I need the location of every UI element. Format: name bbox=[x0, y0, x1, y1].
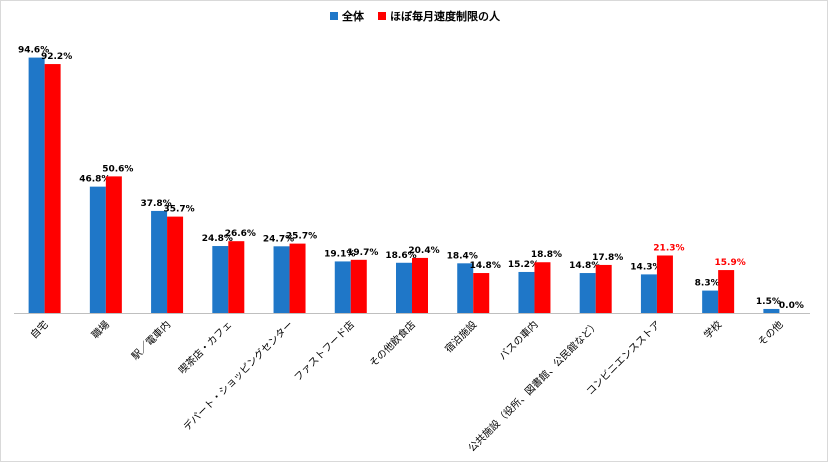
category-label-2: 駅／電車内 bbox=[129, 318, 174, 363]
legend-item-overall: 全体 bbox=[330, 8, 364, 24]
data-label-limited-7: 14.8% bbox=[470, 261, 501, 271]
data-label-limited-1: 50.6% bbox=[102, 164, 133, 174]
bar-overall-12 bbox=[763, 308, 780, 313]
bar-overall-8 bbox=[518, 271, 535, 313]
data-label-overall-11: 8.3% bbox=[695, 279, 720, 289]
bar-limited-9 bbox=[595, 264, 612, 313]
data-label-limited-8: 18.8% bbox=[531, 250, 562, 260]
data-label-overall-2: 37.8% bbox=[140, 199, 171, 209]
data-label-limited-3: 26.6% bbox=[225, 229, 256, 239]
data-label-limited-12: 0.0% bbox=[779, 301, 804, 311]
bar-limited-7 bbox=[473, 273, 490, 313]
bar-overall-1 bbox=[89, 186, 106, 313]
bar-limited-5 bbox=[350, 259, 367, 313]
bar-limited-3 bbox=[228, 241, 245, 313]
bar-limited-4 bbox=[289, 243, 306, 313]
bar-overall-9 bbox=[579, 273, 596, 313]
bar-overall-4 bbox=[273, 246, 290, 313]
category-label-0: 自宅 bbox=[27, 318, 50, 341]
data-label-overall-0: 94.6% bbox=[18, 46, 49, 56]
category-label-12: その他 bbox=[755, 318, 785, 348]
data-label-overall-10: 14.3% bbox=[630, 262, 661, 272]
category-label-5: ファストフード店 bbox=[291, 318, 357, 384]
legend-label-limited: ほぼ毎月速度制限の人 bbox=[390, 10, 500, 23]
data-label-limited-4: 25.7% bbox=[286, 232, 317, 242]
legend-swatch-limited bbox=[378, 12, 386, 20]
data-label-overall-12: 1.5% bbox=[756, 297, 781, 307]
bar-overall-11 bbox=[702, 290, 719, 313]
data-label-overall-1: 46.8% bbox=[79, 175, 110, 185]
data-label-overall-7: 18.4% bbox=[447, 251, 478, 261]
bar-limited-0 bbox=[44, 64, 61, 313]
category-label-8: バスの車内 bbox=[496, 318, 541, 363]
bar-overall-5 bbox=[334, 261, 351, 313]
bar-overall-0 bbox=[28, 57, 45, 313]
bar-overall-6 bbox=[396, 262, 412, 313]
category-label-9: 公共施設（役所、図書館、公民館など） bbox=[465, 318, 601, 454]
data-label-limited-11: 15.9% bbox=[715, 258, 746, 268]
category-label-11: 学校 bbox=[701, 318, 724, 341]
legend-item-limited: ほぼ毎月速度制限の人 bbox=[378, 8, 500, 24]
legend: 全体 ほぼ毎月速度制限の人 bbox=[0, 8, 830, 24]
data-label-overall-8: 15.2% bbox=[508, 260, 539, 270]
data-label-overall-3: 24.8% bbox=[202, 234, 233, 244]
category-label-6: その他飲食店 bbox=[367, 318, 419, 370]
data-label-limited-0: 92.2% bbox=[41, 52, 72, 62]
data-label-limited-2: 35.7% bbox=[163, 205, 194, 215]
bar-overall-10 bbox=[640, 274, 657, 313]
bar-limited-8 bbox=[534, 262, 551, 313]
bar-overall-3 bbox=[212, 246, 229, 313]
legend-label-overall: 全体 bbox=[342, 10, 364, 23]
data-label-limited-6: 20.4% bbox=[408, 246, 439, 256]
legend-swatch-overall bbox=[330, 12, 338, 20]
category-label-1: 職場 bbox=[89, 318, 112, 341]
data-label-overall-6: 18.6% bbox=[385, 251, 416, 261]
data-label-overall-4: 24.7% bbox=[263, 234, 294, 244]
bar-limited-6 bbox=[412, 257, 428, 313]
bar-limited-2 bbox=[167, 216, 184, 313]
data-label-limited-5: 19.7% bbox=[347, 248, 378, 258]
category-label-4: デパート・ショッピングセンター bbox=[180, 318, 295, 433]
data-label-limited-10: 21.3% bbox=[653, 243, 684, 253]
bar-limited-11 bbox=[718, 270, 735, 313]
bar-limited-1 bbox=[105, 176, 122, 313]
bar-overall-7 bbox=[457, 263, 474, 313]
data-label-overall-5: 19.1% bbox=[324, 249, 355, 259]
data-label-overall-9: 14.8% bbox=[569, 261, 600, 271]
bar-limited-10 bbox=[656, 255, 673, 313]
category-label-7: 宿泊施設 bbox=[442, 318, 479, 355]
category-label-3: 喫茶店・カフェ bbox=[176, 318, 235, 377]
bar-overall-2 bbox=[151, 210, 168, 313]
data-label-limited-9: 17.8% bbox=[592, 253, 623, 263]
